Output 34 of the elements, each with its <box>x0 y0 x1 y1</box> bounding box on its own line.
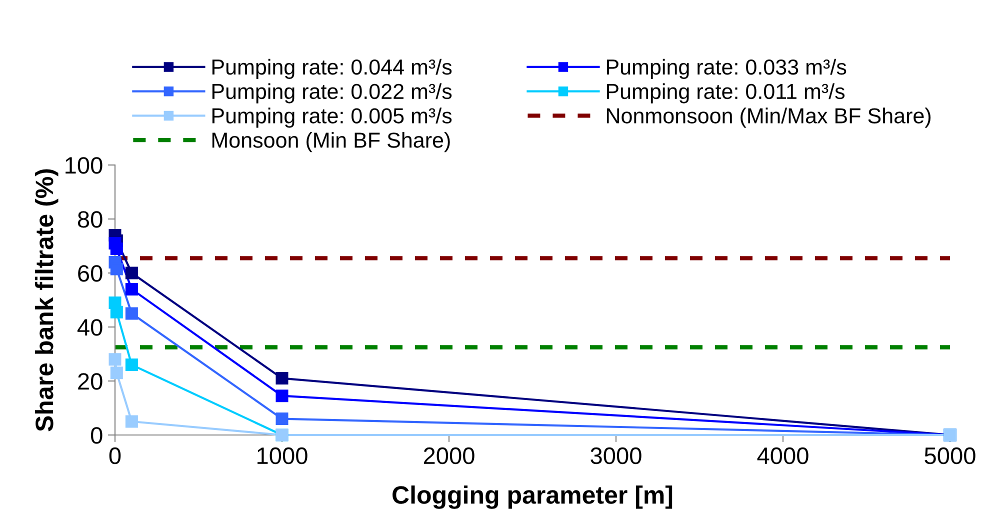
legend-label: Pumping rate: 0.044 m³/s <box>212 58 452 79</box>
x-tick-label: 2000 <box>424 447 474 464</box>
point <box>276 372 288 385</box>
point <box>108 353 122 366</box>
y-tick-label: 20 <box>78 373 102 390</box>
x-tick-label: 5000 <box>924 447 976 464</box>
x-tick-label: 1000 <box>258 447 308 464</box>
point <box>276 390 288 402</box>
point <box>276 412 288 426</box>
y-tick-label: 80 <box>78 211 102 228</box>
legend-label: Pumping rate: 0.011 m³/s <box>606 83 845 104</box>
y-axis-title: Share bank filtrate (%) <box>34 169 58 432</box>
point <box>125 358 138 372</box>
legend-label: Pumping rate: 0.022 m³/s <box>212 83 452 104</box>
point <box>125 307 138 320</box>
point <box>110 262 123 276</box>
point <box>125 266 138 280</box>
x-axis-title: Clogging parameter [m] <box>392 485 672 509</box>
y-tick-label: 100 <box>66 157 102 174</box>
legend-label: Pumping rate: 0.005 m³/s <box>212 108 452 128</box>
point <box>110 242 123 255</box>
legend-label: Nonmonsoon (Min/Max BF Share) <box>606 108 931 128</box>
y-tick-label: 40 <box>77 319 102 336</box>
y-tick-label: 0 <box>90 427 102 444</box>
x-tick-label: 4000 <box>757 447 808 464</box>
point <box>125 282 138 296</box>
y-tick-label: 60 <box>78 265 102 282</box>
point <box>125 415 138 428</box>
point <box>110 306 123 318</box>
x-tick-label: 0 <box>109 447 121 464</box>
point <box>110 366 123 380</box>
legend-label: Monsoon (Min BF Share) <box>212 132 450 152</box>
x-tick-label: 3000 <box>590 447 642 464</box>
legend-label: Pumping rate: 0.033 m³/s <box>606 58 846 79</box>
